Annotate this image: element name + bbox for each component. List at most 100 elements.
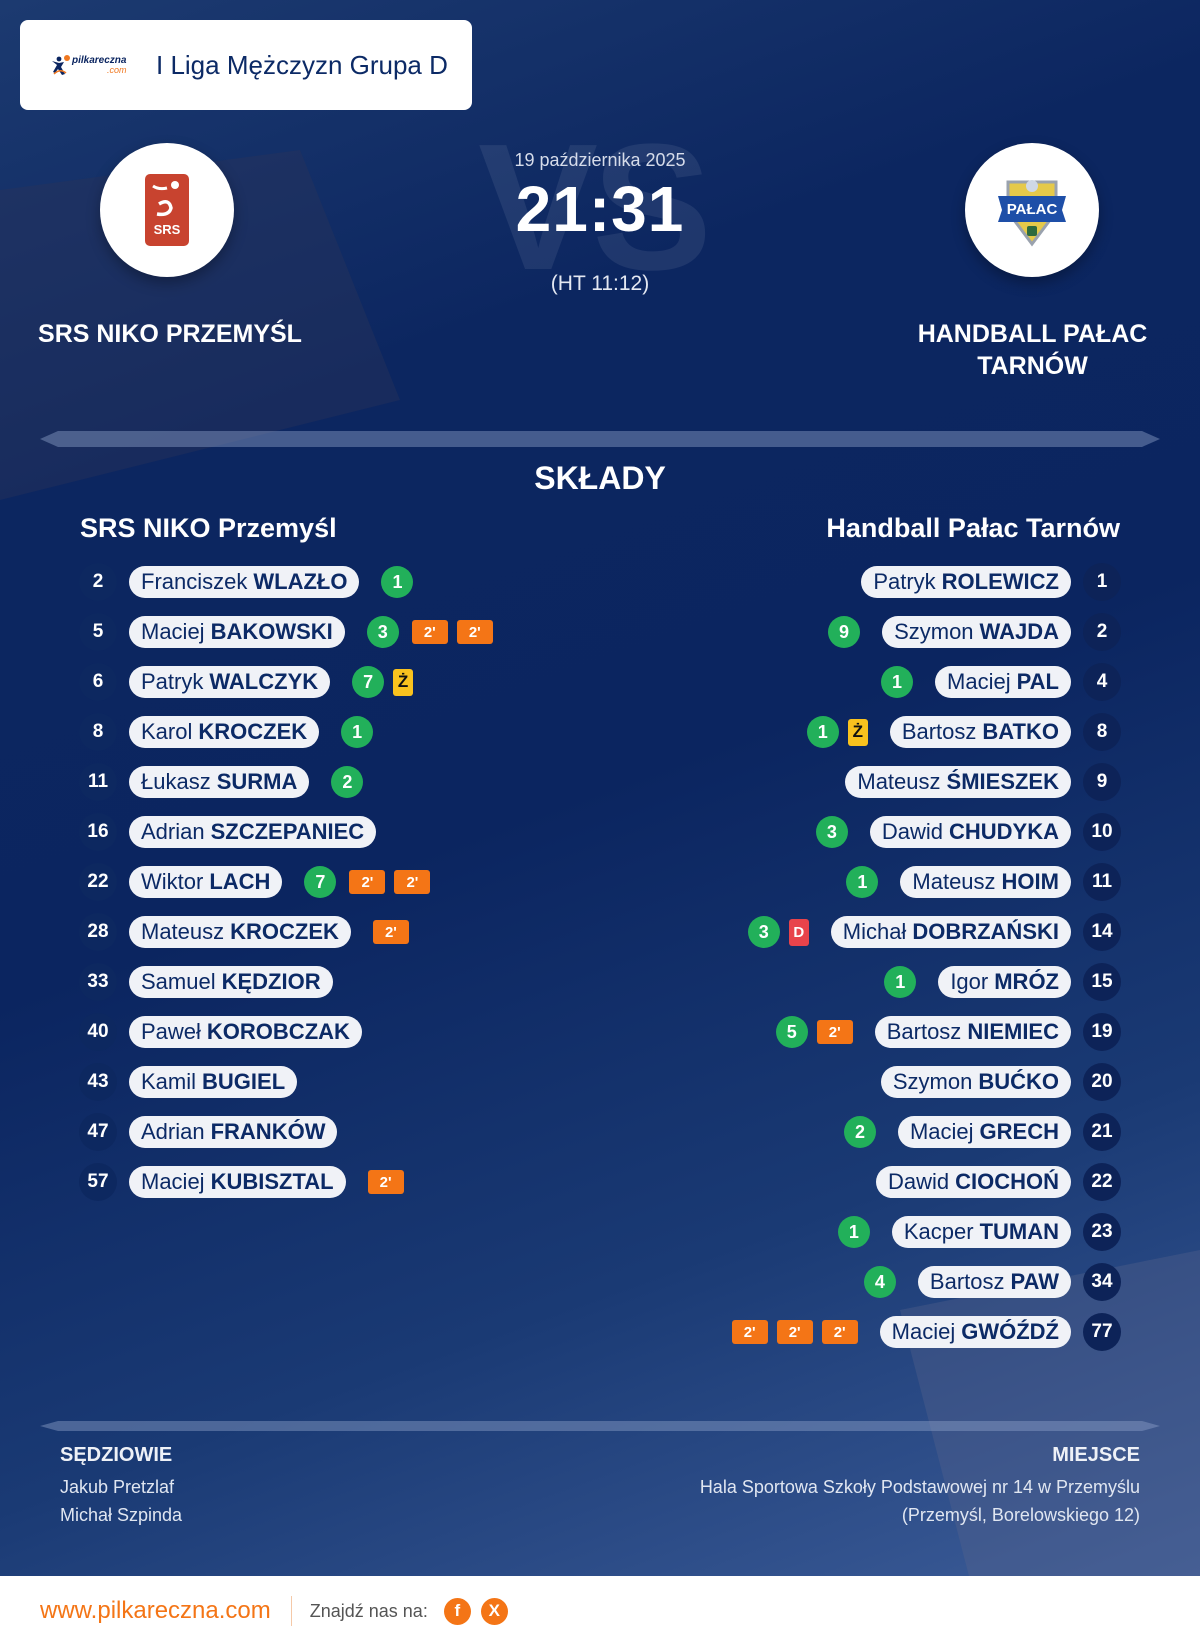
player-row[interactable]: 57 Maciej KUBISZTAL 2' — [79, 1157, 493, 1207]
player-row[interactable]: 2 Franciszek WLAZŁO 1 — [79, 557, 493, 607]
player-name[interactable]: Szymon BUĆKO — [880, 1066, 1071, 1098]
player-row[interactable]: 28 Mateusz KROCZEK 2' — [79, 907, 493, 957]
player-row[interactable]: Szymon BUĆKO 20 — [732, 1057, 1121, 1107]
player-name[interactable]: Szymon WAJDA — [882, 616, 1071, 648]
player-last-name: KOROBCZAK — [206, 1019, 350, 1044]
player-number: 2 — [79, 563, 117, 601]
player-number: 19 — [1083, 1013, 1121, 1051]
player-last-name: KĘDZIOR — [221, 969, 321, 994]
player-events: 1 — [381, 566, 414, 598]
facebook-icon[interactable]: f — [443, 1597, 471, 1625]
player-row[interactable]: 1 Kacper TUMAN 23 — [732, 1207, 1121, 1257]
player-row[interactable]: 11 Łukasz SURMA 2 — [79, 757, 493, 807]
brand-name: pilkareczna — [72, 54, 127, 66]
player-events: 9 — [828, 616, 861, 648]
player-number: 20 — [1083, 1063, 1121, 1101]
website-link[interactable]: www.pilkareczna.com — [40, 1597, 271, 1624]
player-first-name: Maciej — [909, 1119, 974, 1144]
player-name[interactable]: Adrian SZCZEPANIEC — [129, 816, 377, 848]
srs-crest-icon: SRS — [145, 174, 189, 246]
footer-separator — [290, 1596, 292, 1626]
player-name[interactable]: Franciszek WLAZŁO — [129, 566, 360, 598]
player-last-name: KUBISZTAL — [210, 1169, 334, 1194]
player-name[interactable]: Paweł KOROBCZAK — [129, 1016, 362, 1048]
player-row[interactable]: 1 Mateusz HOIM 11 — [732, 857, 1121, 907]
player-name[interactable]: Mateusz ŚMIESZEK — [845, 766, 1071, 798]
player-name[interactable]: Maciej GWÓŹDŹ — [879, 1316, 1071, 1348]
yellow-card-badge: Ż — [393, 668, 414, 696]
player-first-name: Mateusz — [141, 919, 225, 944]
player-name[interactable]: Łukasz SURMA — [129, 766, 310, 798]
player-name[interactable]: Mateusz HOIM — [900, 866, 1071, 898]
pilkareczna-logo[interactable]: pilkareczna .com — [50, 54, 142, 76]
player-name[interactable]: Igor MRÓZ — [938, 966, 1071, 998]
player-name[interactable]: Mateusz KROCZEK — [129, 916, 351, 948]
player-row[interactable]: 22 Wiktor LACH 7 2' 2' — [79, 857, 493, 907]
player-number: 34 — [1083, 1263, 1121, 1301]
player-row[interactable]: 16 Adrian SZCZEPANIEC — [79, 807, 493, 857]
player-row[interactable]: 47 Adrian FRANKÓW — [79, 1107, 493, 1157]
player-number: 10 — [1083, 813, 1121, 851]
two-minute-suspension-badge: 2' — [372, 920, 409, 944]
player-row[interactable]: 43 Kamil BUGIEL — [79, 1057, 493, 1107]
away-team-logo[interactable]: PAŁAC — [965, 143, 1099, 277]
referees-label: SĘDZIOWIE — [60, 1444, 173, 1466]
player-row[interactable]: 1 Ż Bartosz BATKO 8 — [732, 707, 1121, 757]
player-name[interactable]: Michał DOBRZAŃSKI — [830, 916, 1071, 948]
player-number: 16 — [79, 813, 117, 851]
player-last-name: DOBRZAŃSKI — [912, 919, 1059, 944]
player-name[interactable]: Bartosz PAW — [917, 1266, 1071, 1298]
player-row[interactable]: 1 Igor MRÓZ 15 — [732, 957, 1121, 1007]
player-name[interactable]: Bartosz NIEMIEC — [874, 1016, 1071, 1048]
player-first-name: Maciej — [141, 619, 205, 644]
player-events: 1 — [837, 1216, 870, 1248]
footer: www.pilkareczna.com Znajdź nas na: f X — [0, 1576, 1200, 1646]
player-row[interactable]: 3 Dawid CHUDYKA 10 — [732, 807, 1121, 857]
player-name[interactable]: Maciej PAL — [935, 666, 1071, 698]
player-name[interactable]: Karol KROCZEK — [129, 716, 320, 748]
player-events: 2 — [843, 1116, 876, 1148]
player-row[interactable]: Dawid CIOCHOŃ 22 — [732, 1157, 1121, 1207]
player-row[interactable]: 8 Karol KROCZEK 1 — [79, 707, 493, 757]
player-row[interactable]: 2' 2' 2' Maciej GWÓŹDŹ 77 — [731, 1307, 1121, 1357]
player-row[interactable]: 4 Bartosz PAW 34 — [732, 1257, 1121, 1307]
player-events: 1 — [846, 866, 879, 898]
player-first-name: Patryk — [141, 669, 204, 694]
referee-name: Michał Szpinda — [60, 1505, 183, 1525]
player-last-name: MRÓZ — [994, 969, 1059, 994]
player-row[interactable]: 1 Maciej PAL 4 — [732, 657, 1121, 707]
player-row[interactable]: Patryk ROLEWICZ 1 — [732, 557, 1121, 607]
player-name[interactable]: Kamil BUGIEL — [129, 1066, 298, 1098]
player-last-name: PAW — [1010, 1269, 1059, 1294]
player-row[interactable]: 2 Maciej GRECH 21 — [732, 1107, 1121, 1157]
player-name[interactable]: Dawid CIOCHOŃ — [875, 1166, 1071, 1198]
player-name[interactable]: Bartosz BATKO — [889, 716, 1071, 748]
player-row[interactable]: 3 D Michał DOBRZAŃSKI 14 — [732, 907, 1121, 957]
player-name[interactable]: Maciej BAKOWSKI — [129, 616, 345, 648]
player-name[interactable]: Patryk ROLEWICZ — [861, 566, 1071, 598]
player-row[interactable]: 9 Szymon WAJDA 2 — [732, 607, 1121, 657]
player-name[interactable]: Kacper TUMAN — [891, 1216, 1071, 1248]
player-name[interactable]: Samuel KĘDZIOR — [129, 966, 333, 998]
player-last-name: WLAZŁO — [253, 569, 348, 594]
player-last-name: BUĆKO — [978, 1069, 1059, 1094]
player-number: 6 — [79, 663, 117, 701]
player-row[interactable]: 33 Samuel KĘDZIOR — [79, 957, 493, 1007]
player-row[interactable]: 40 Paweł KOROBCZAK — [79, 1007, 493, 1057]
player-name[interactable]: Wiktor LACH — [129, 866, 283, 898]
player-name[interactable]: Maciej GRECH — [897, 1116, 1071, 1148]
player-row[interactable]: Mateusz ŚMIESZEK 9 — [732, 757, 1121, 807]
player-name[interactable]: Dawid CHUDYKA — [869, 816, 1071, 848]
player-row[interactable]: 6 Patryk WALCZYK 7 Ż — [79, 657, 493, 707]
player-first-name: Karol — [141, 719, 193, 744]
x-icon[interactable]: X — [480, 1597, 508, 1625]
player-name[interactable]: Adrian FRANKÓW — [129, 1116, 338, 1148]
player-name[interactable]: Patryk WALCZYK — [129, 666, 331, 698]
player-row[interactable]: 5 Maciej BAKOWSKI 3 2' 2' — [79, 607, 493, 657]
player-first-name: Dawid — [881, 819, 943, 844]
player-name[interactable]: Maciej KUBISZTAL — [129, 1166, 346, 1198]
home-team-logo[interactable]: SRS — [100, 143, 234, 277]
player-row[interactable]: 5 2' Bartosz NIEMIEC 19 — [732, 1007, 1121, 1057]
player-first-name: Adrian — [141, 819, 205, 844]
